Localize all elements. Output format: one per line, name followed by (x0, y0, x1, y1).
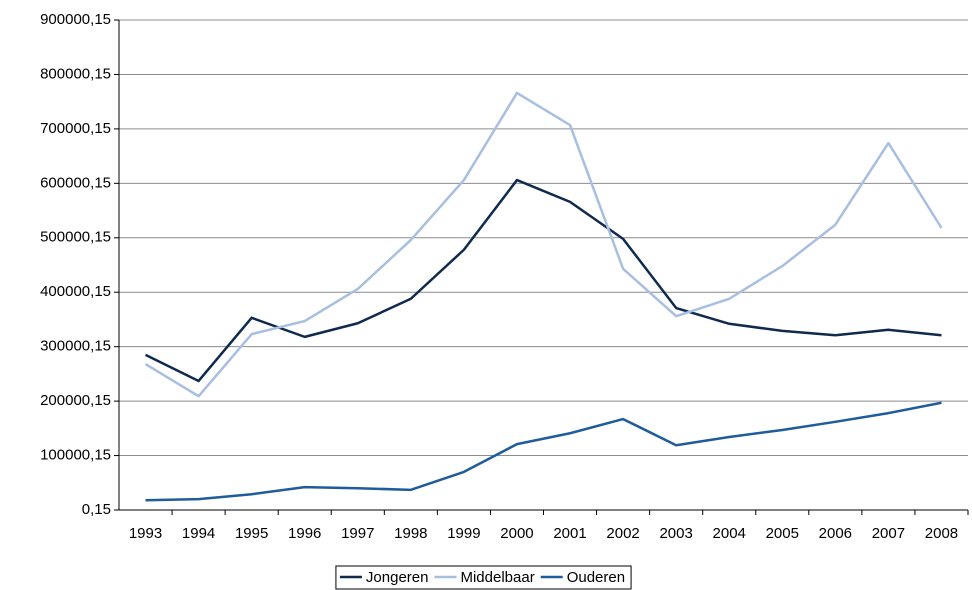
legend-label: Ouderen (567, 569, 625, 586)
x-tick-label: 2004 (713, 525, 746, 542)
x-tick-label: 1996 (288, 525, 321, 542)
x-tick-label: 1994 (182, 525, 215, 542)
y-tick-label: 300000,15 (40, 338, 111, 355)
legend-box (335, 565, 632, 590)
y-tick-label: 700000,15 (40, 120, 111, 137)
x-tick-label: 1998 (394, 525, 427, 542)
legend: Jongeren Middelbaar Ouderen (335, 565, 632, 590)
x-tick-label: 2007 (872, 525, 905, 542)
series-line (144, 178, 942, 383)
legend-label: Middelbaar (460, 569, 534, 586)
y-tick-label: 100000,15 (40, 447, 111, 464)
x-tick-label: 2005 (766, 525, 799, 542)
x-tick-label: 2002 (606, 525, 639, 542)
y-tick-label: 800000,15 (40, 65, 111, 82)
x-tick-label: 2000 (500, 525, 533, 542)
legend-label: Jongeren (366, 569, 429, 586)
series-line (145, 401, 942, 502)
x-tick-label: 2008 (925, 525, 958, 542)
series-line (144, 91, 943, 398)
y-tick-label: 600000,15 (40, 174, 111, 191)
x-tick-label: 2001 (553, 525, 586, 542)
y-tick-label: 0,15 (82, 501, 111, 518)
y-tick-label: 500000,15 (40, 229, 111, 246)
x-tick-label: 1999 (447, 525, 480, 542)
y-tick-label: 400000,15 (40, 283, 111, 300)
x-tick-label: 2006 (819, 525, 852, 542)
x-tick-label: 1997 (341, 525, 374, 542)
y-tick-label: 900000,15 (40, 11, 111, 28)
x-tick-label: 1995 (235, 525, 268, 542)
x-tick-label: 1993 (129, 525, 162, 542)
x-tick-label: 2003 (659, 525, 692, 542)
y-tick-label: 200000,15 (40, 392, 111, 409)
